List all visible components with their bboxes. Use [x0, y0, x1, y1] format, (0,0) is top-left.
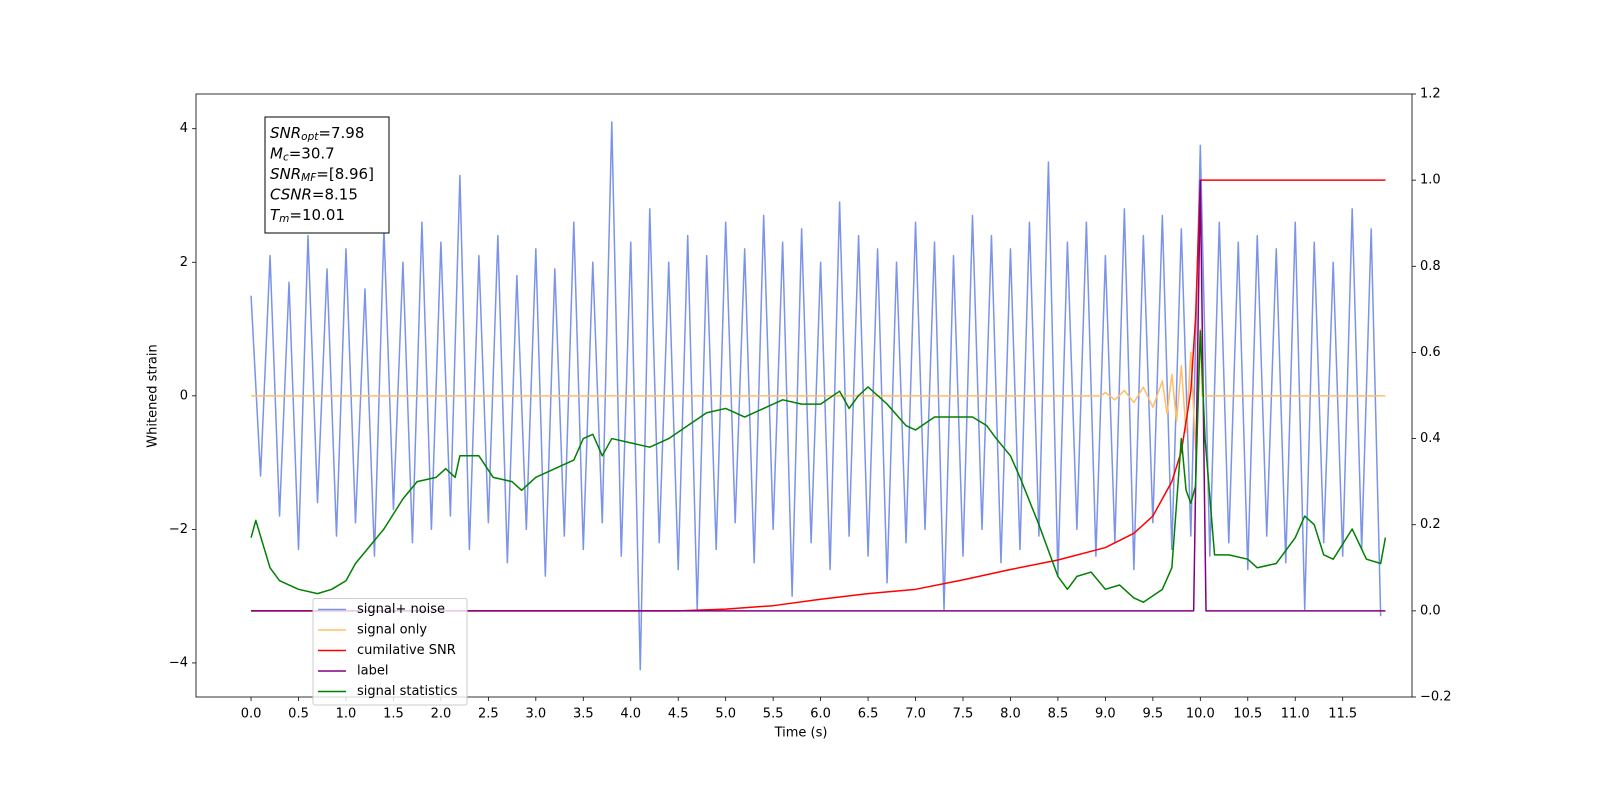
annotation-name: CSNR	[270, 185, 312, 203]
annotation-name: M	[270, 144, 283, 162]
legend-label: signal statistics	[357, 684, 458, 699]
x-tick-label: 7.0	[905, 707, 926, 722]
annotation: CSNR=8.15	[270, 185, 358, 203]
legend-box	[312, 598, 468, 706]
annotation-box	[264, 116, 390, 234]
x-tick-label: 5.5	[763, 707, 784, 722]
x-tick-label: 11.0	[1281, 707, 1310, 722]
legend-label: signal+ noise	[357, 602, 445, 617]
series-line	[251, 179, 1386, 612]
axes-frame	[195, 93, 1413, 698]
legend-label: label	[357, 664, 388, 679]
annotation: SNRopt=7.98	[270, 124, 364, 144]
annotation-name: SNR	[270, 165, 301, 183]
x-tick-label: 5.0	[715, 707, 736, 722]
series-line	[251, 179, 1386, 612]
annotation-value: =[8.96]	[316, 165, 374, 183]
y2-tick-label: 0.6	[1420, 345, 1441, 360]
x-tick-label: 4.5	[668, 707, 689, 722]
annotation-sub: m	[279, 213, 289, 225]
y2-tick-label: 0.0	[1420, 603, 1441, 618]
x-tick-label: 9.0	[1095, 707, 1116, 722]
annotation-value: =7.98	[318, 124, 364, 142]
y2-tick-label: −0.2	[1420, 690, 1452, 705]
x-tick-label: 10.5	[1233, 707, 1262, 722]
x-tick-label: 1.5	[383, 707, 404, 722]
x-tick-label: 2.5	[478, 707, 499, 722]
x-tick-label: 0.5	[288, 707, 309, 722]
x-tick-label: 10.0	[1186, 707, 1215, 722]
x-tick-label: 3.5	[573, 707, 594, 722]
x-tick-label: 6.5	[858, 707, 879, 722]
x-tick-label: 9.5	[1143, 707, 1164, 722]
plot-area	[250, 121, 1387, 671]
x-tick-label: 1.0	[336, 707, 357, 722]
y-tick-label: 2	[180, 255, 188, 270]
y2-tick-label: 1.2	[1420, 87, 1441, 102]
annotation-name: SNR	[270, 124, 301, 142]
series-line	[250, 121, 1382, 671]
x-tick-label: 6.0	[810, 707, 831, 722]
annotation-sub: c	[283, 152, 289, 164]
annotation: Mc=30.7	[270, 144, 335, 164]
y-tick-label: 4	[180, 121, 188, 136]
x-tick-label: 8.0	[1000, 707, 1021, 722]
legend-label: cumilative SNR	[357, 643, 456, 658]
y2-tick-label: 0.2	[1420, 517, 1441, 532]
x-tick-label: 11.5	[1328, 707, 1357, 722]
annotation-sub: opt	[301, 131, 319, 143]
annotation: SNRMF=[8.96]	[270, 165, 374, 185]
y2-tick-label: 0.4	[1420, 431, 1441, 446]
annotation-value: =8.15	[312, 185, 358, 203]
series-line	[250, 330, 1387, 603]
x-axis-label: Time (s)	[774, 726, 828, 741]
y2-tick-label: 0.8	[1420, 259, 1441, 274]
annotation: Tm=10.01	[270, 206, 345, 226]
annotation-value: =10.01	[289, 206, 345, 224]
x-tick-label: 2.0	[431, 707, 452, 722]
x-tick-label: 4.0	[620, 707, 641, 722]
y-tick-label: −2	[169, 522, 188, 537]
y-tick-label: 0	[180, 388, 188, 403]
x-tick-label: 7.5	[953, 707, 974, 722]
x-tick-label: 8.5	[1048, 707, 1069, 722]
y-tick-label: −4	[169, 655, 188, 670]
x-tick-label: 3.0	[525, 707, 546, 722]
annotation-name: T	[270, 206, 281, 224]
legend-label: signal only	[357, 623, 427, 638]
y-axis-label: Whitened strain	[146, 344, 161, 447]
annotation-sub: MF	[301, 172, 317, 184]
x-tick-label: 0.0	[241, 707, 262, 722]
annotation-value: =30.7	[289, 144, 335, 162]
y2-tick-label: 1.0	[1420, 173, 1441, 188]
